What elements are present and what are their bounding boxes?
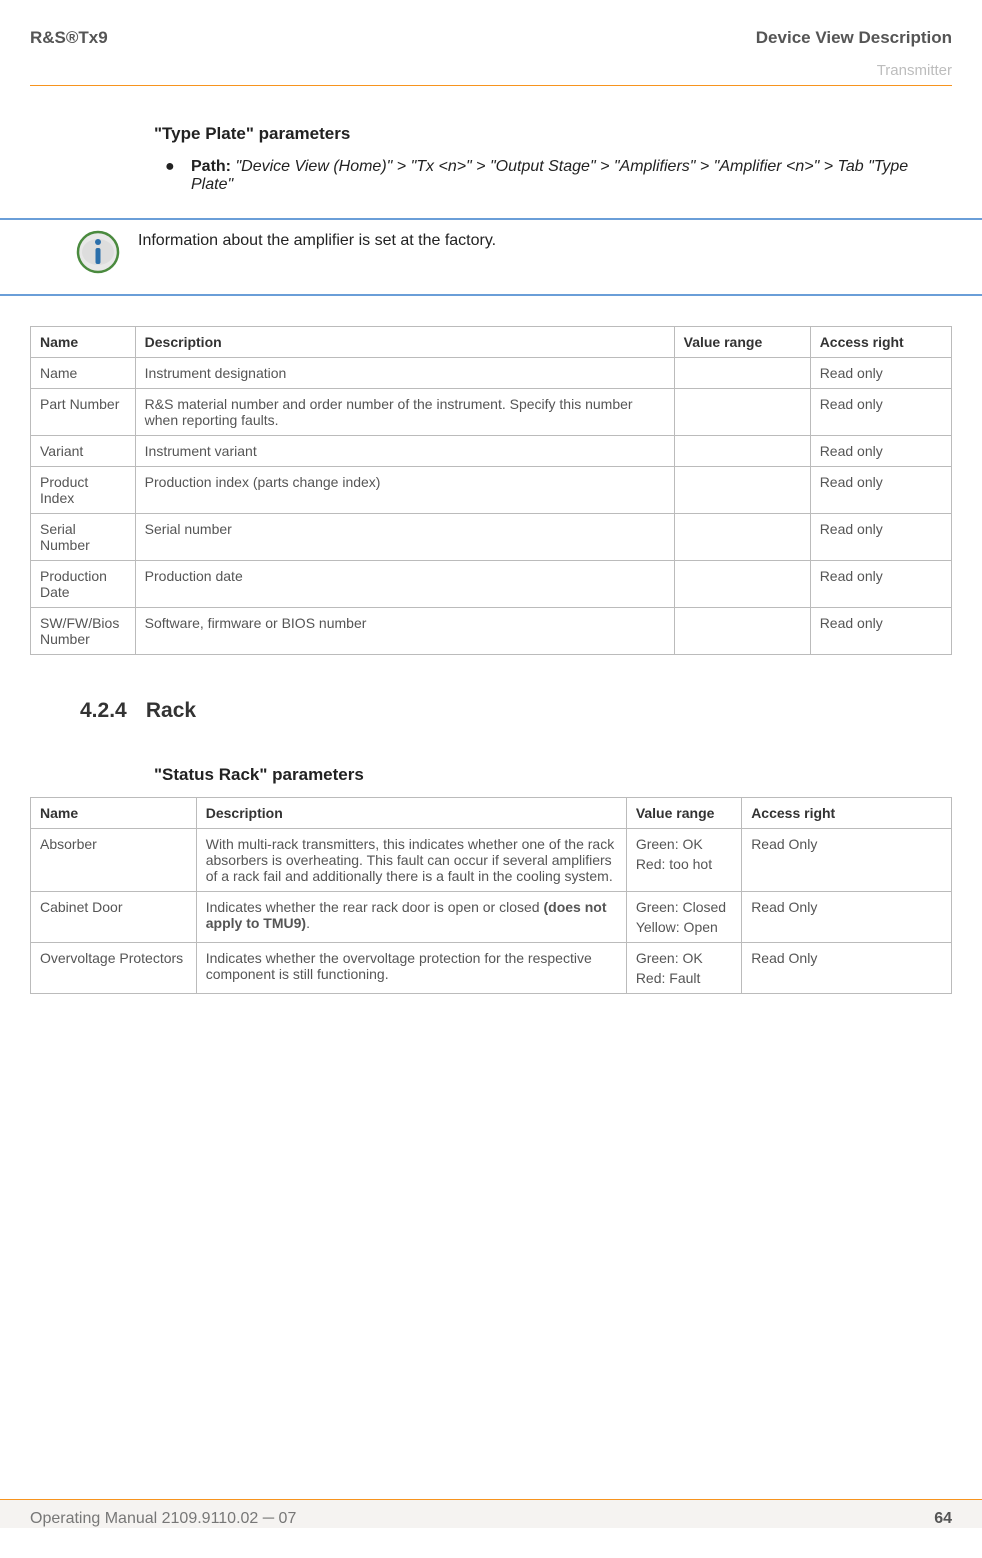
path-text: Path: "Device View (Home)" > "Tx <n>" > … [191, 158, 952, 194]
cell-desc: Production index (parts change index) [135, 467, 674, 514]
cell-access: Read only [810, 514, 951, 561]
cell-range [674, 389, 810, 436]
cell-access: Read only [810, 467, 951, 514]
info-box: Information about the amplifier is set a… [0, 218, 982, 296]
table-row: Part Number R&S material number and orde… [31, 389, 952, 436]
table-header-row: Name Description Value range Access righ… [31, 798, 952, 829]
cell-access: Read Only [742, 892, 952, 943]
value-range-line: Green: OK [636, 836, 732, 852]
rack-heading: 4.2.4 Rack [80, 699, 952, 723]
value-range-line: Yellow: Open [636, 919, 732, 935]
cell-name: Production Date [31, 561, 136, 608]
cell-access: Read only [810, 436, 951, 467]
table-row: Variant Instrument variant Read only [31, 436, 952, 467]
info-text: Information about the amplifier is set a… [138, 230, 496, 250]
cell-name: Product Index [31, 467, 136, 514]
info-icon [76, 230, 120, 274]
cell-name: Absorber [31, 829, 197, 892]
value-range-line: Green: Closed [636, 899, 732, 915]
table-row: Absorber With multi-rack transmitters, t… [31, 829, 952, 892]
th-name: Name [31, 327, 136, 358]
cell-range [674, 514, 810, 561]
cell-desc: Instrument variant [135, 436, 674, 467]
cell-range [674, 561, 810, 608]
cell-desc: Indicates whether the rear rack door is … [196, 892, 626, 943]
cell-range [674, 608, 810, 655]
th-access-right: Access right [742, 798, 952, 829]
type-plate-heading: "Type Plate" parameters [154, 124, 952, 144]
cell-range [674, 467, 810, 514]
page-number: 64 [934, 1510, 952, 1528]
cell-desc: Serial number [135, 514, 674, 561]
status-rack-heading: "Status Rack" parameters [154, 765, 952, 785]
cell-access: Read Only [742, 943, 952, 994]
bullet-icon: ● [165, 158, 191, 194]
table-row: SW/FW/Bios Number Software, firmware or … [31, 608, 952, 655]
page-subtitle: Transmitter [756, 62, 952, 79]
cell-name: SW/FW/Bios Number [31, 608, 136, 655]
cell-range: Green: Closed Yellow: Open [626, 892, 741, 943]
cell-name: Cabinet Door [31, 892, 197, 943]
cell-name: Variant [31, 436, 136, 467]
cell-desc: Indicates whether the overvoltage protec… [196, 943, 626, 994]
cell-desc: Instrument designation [135, 358, 674, 389]
table-row: Product Index Production index (parts ch… [31, 467, 952, 514]
type-plate-table: Name Description Value range Access righ… [30, 326, 952, 655]
cell-desc: With multi-rack transmitters, this indic… [196, 829, 626, 892]
page-footer: Operating Manual 2109.9110.02 ─ 07 64 [0, 1499, 982, 1528]
th-access-right: Access right [810, 327, 951, 358]
th-description: Description [135, 327, 674, 358]
cell-desc: Production date [135, 561, 674, 608]
path-label: Path: [191, 158, 231, 175]
cell-access: Read only [810, 389, 951, 436]
desc-prefix: Indicates whether the rear rack door is … [206, 899, 544, 915]
table-row: Cabinet Door Indicates whether the rear … [31, 892, 952, 943]
cell-access: Read Only [742, 829, 952, 892]
cell-desc: R&S material number and order number of … [135, 389, 674, 436]
value-range-line: Red: Fault [636, 970, 732, 986]
cell-range: Green: OK Red: Fault [626, 943, 741, 994]
cell-access: Read only [810, 561, 951, 608]
page-header: R&S®Tx9 Device View Description Transmit… [30, 28, 952, 86]
th-description: Description [196, 798, 626, 829]
footer-left: Operating Manual 2109.9110.02 ─ 07 [30, 1510, 296, 1528]
table-row: Production Date Production date Read onl… [31, 561, 952, 608]
cell-name: Name [31, 358, 136, 389]
path-row: ● Path: "Device View (Home)" > "Tx <n>" … [165, 158, 952, 194]
th-value-range: Value range [626, 798, 741, 829]
cell-desc: Software, firmware or BIOS number [135, 608, 674, 655]
desc-suffix: . [306, 915, 310, 931]
th-name: Name [31, 798, 197, 829]
status-rack-table: Name Description Value range Access righ… [30, 797, 952, 994]
cell-name: Overvoltage Protectors [31, 943, 197, 994]
product-name: R&S®Tx9 [30, 28, 108, 48]
table-row: Serial Number Serial number Read only [31, 514, 952, 561]
table-row: Name Instrument designation Read only [31, 358, 952, 389]
path-value: "Device View (Home)" > "Tx <n>" > "Outpu… [191, 158, 908, 193]
section-title: Rack [146, 699, 196, 722]
section-number: 4.2.4 [80, 699, 140, 723]
cell-name: Part Number [31, 389, 136, 436]
cell-range [674, 358, 810, 389]
value-range-line: Red: too hot [636, 856, 732, 872]
header-right-block: Device View Description Transmitter [756, 28, 952, 79]
cell-access: Read only [810, 358, 951, 389]
th-value-range: Value range [674, 327, 810, 358]
table-row: Overvoltage Protectors Indicates whether… [31, 943, 952, 994]
value-range-line: Green: OK [636, 950, 732, 966]
cell-range [674, 436, 810, 467]
cell-range: Green: OK Red: too hot [626, 829, 741, 892]
page-title: Device View Description [756, 28, 952, 48]
table-header-row: Name Description Value range Access righ… [31, 327, 952, 358]
cell-name: Serial Number [31, 514, 136, 561]
cell-access: Read only [810, 608, 951, 655]
